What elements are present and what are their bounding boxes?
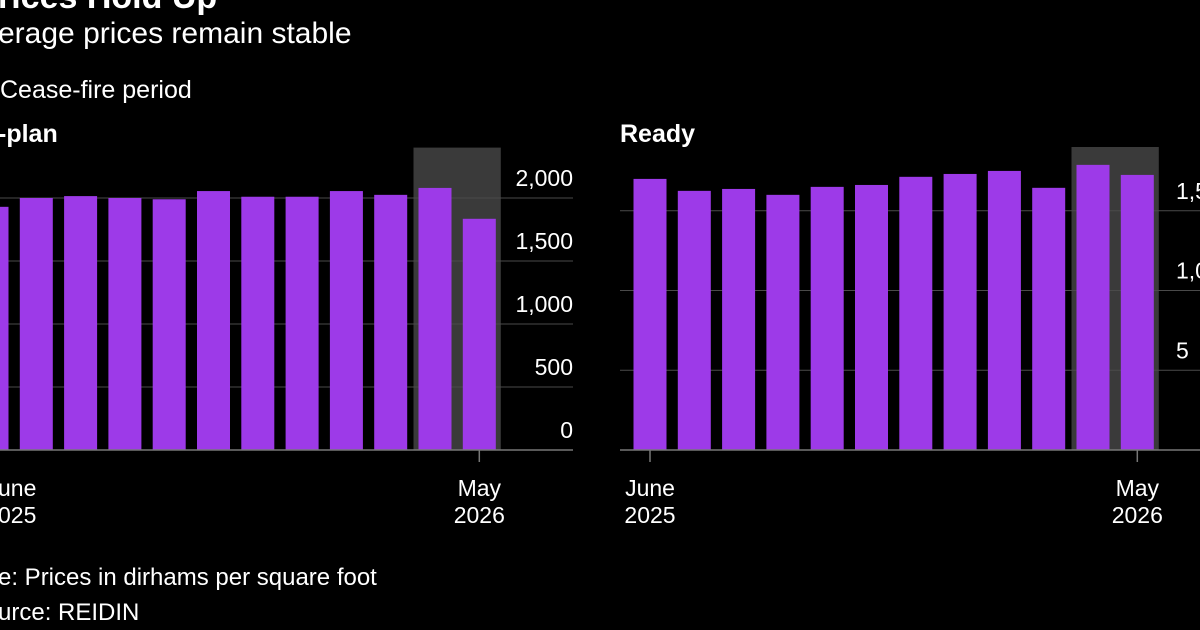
y-tick-label: 1,000 (515, 291, 573, 317)
bar (19, 198, 53, 450)
chart-title: Ready (620, 120, 695, 148)
bar (1076, 164, 1110, 450)
bar (1032, 187, 1066, 450)
bar (633, 178, 667, 451)
bar (899, 176, 933, 450)
bar (418, 187, 452, 451)
y-tick-label: 2,000 (515, 165, 573, 191)
x-tick-label: May (458, 475, 502, 501)
y-tick-label: 500 (535, 354, 573, 380)
x-tick-label: 025 (0, 502, 36, 528)
bar (855, 184, 888, 450)
bar (943, 173, 977, 450)
bar (987, 170, 1021, 450)
bar (766, 194, 800, 450)
bar (329, 191, 363, 450)
bar (197, 191, 230, 450)
chart-title: -plan (0, 120, 58, 148)
bar (462, 218, 496, 450)
source: urce: REIDIN (0, 599, 139, 626)
x-tick-label: 2025 (624, 502, 675, 528)
bar (152, 199, 186, 450)
bar (810, 186, 844, 451)
note: e: Prices in dirhams per square foot (0, 564, 377, 591)
y-tick-label: 1,5 (1176, 178, 1200, 204)
bar (1120, 174, 1154, 450)
bar (64, 196, 98, 450)
x-tick-label: 2026 (454, 502, 505, 528)
bar (374, 194, 408, 450)
subtitle: erage prices remain stable (0, 17, 352, 50)
bar (0, 206, 9, 450)
title: rices Hold Up (0, 0, 217, 16)
x-tick-label: une (0, 475, 36, 501)
y-tick-label: 0 (560, 417, 573, 443)
bar (108, 198, 142, 450)
bar (241, 196, 275, 450)
bar (677, 190, 711, 450)
y-tick-label: 1,0 (1176, 258, 1200, 284)
bar (285, 196, 319, 450)
x-tick-label: May (1116, 475, 1160, 501)
y-tick-label: 1,500 (515, 228, 573, 254)
legend-label: Cease-fire period (0, 76, 192, 104)
y-tick-label: 5 (1176, 337, 1189, 363)
bar (722, 188, 756, 450)
x-tick-label: 2026 (1112, 502, 1163, 528)
x-tick-label: June (625, 475, 675, 501)
